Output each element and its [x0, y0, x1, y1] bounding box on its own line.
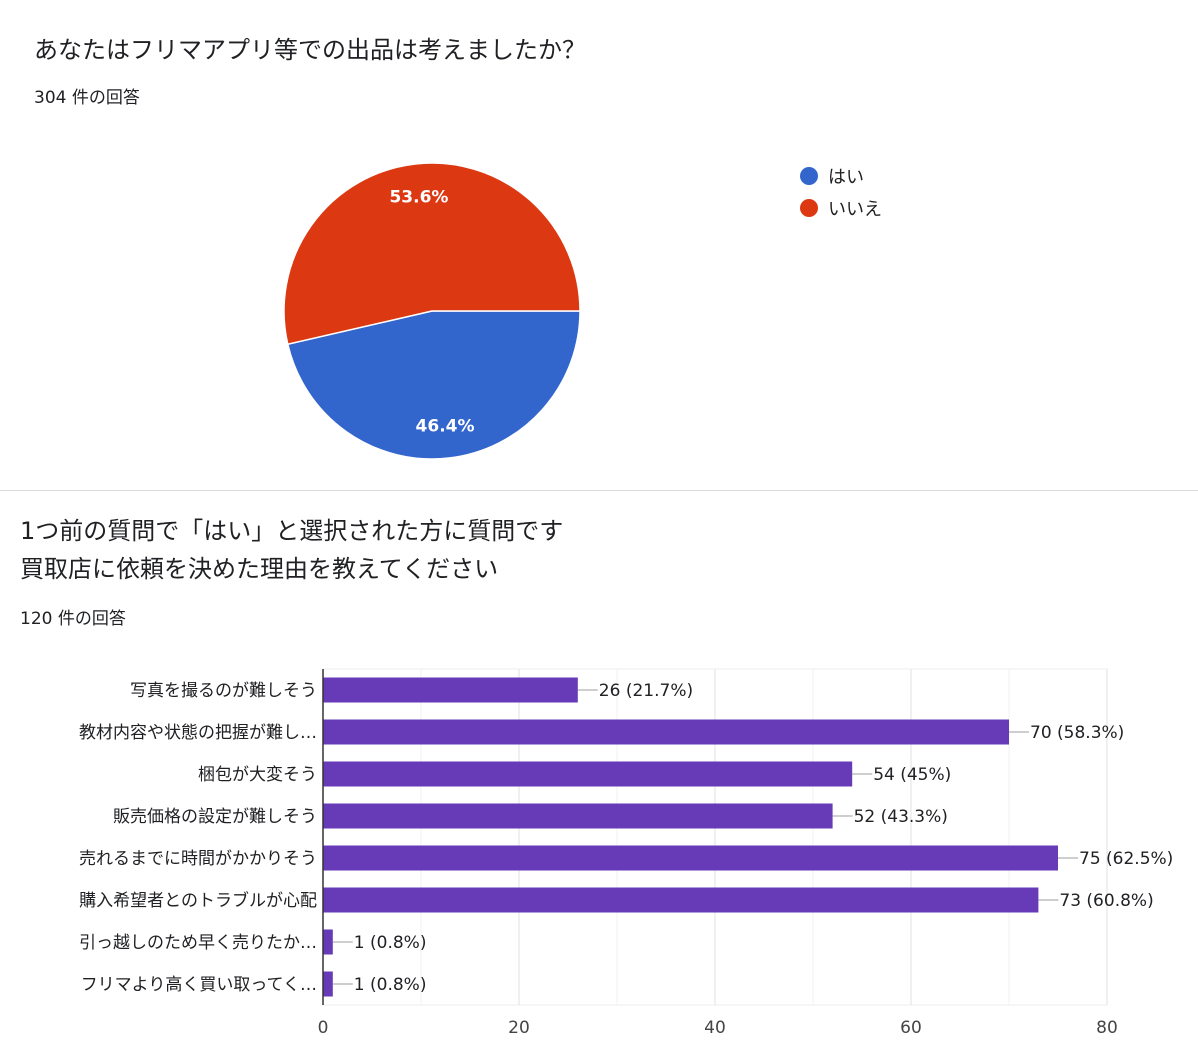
y-category-label: 売れるまでに時間がかかりそう [79, 849, 317, 869]
legend-item-no[interactable]: いいえ [800, 192, 882, 224]
data-label: 75 (62.5%) [1079, 849, 1173, 869]
y-category-label: 購入希望者とのトラブルが心配 [79, 890, 317, 911]
question2-response-count: 120 件の回答 [20, 609, 126, 629]
x-tick-label: 20 [508, 1018, 530, 1038]
bar[interactable] [323, 887, 1039, 913]
section-divider [0, 490, 1198, 491]
y-category-label: 梱包が大変そう [198, 765, 317, 785]
legend-label-yes: はい [828, 167, 864, 188]
data-label: 1 (0.8%) [354, 975, 427, 995]
bar[interactable] [323, 971, 333, 997]
legend-label-no: いいえ [828, 199, 882, 220]
pie-legend: はい いいえ [800, 160, 882, 224]
data-label: 73 (60.8%) [1059, 891, 1153, 911]
data-label: 52 (43.3%) [854, 807, 948, 827]
x-tick-label: 80 [1096, 1018, 1118, 1038]
bar[interactable] [323, 845, 1058, 871]
plot-area [322, 668, 1108, 1006]
bar[interactable] [323, 719, 1009, 745]
legend-item-yes[interactable]: はい [800, 160, 882, 192]
question1-response-count: 304 件の回答 [34, 88, 140, 108]
bar[interactable] [323, 761, 853, 787]
bar[interactable] [323, 929, 333, 955]
y-category-label: 販売価格の設定が難しそう [113, 807, 317, 827]
legend-swatch-yes [800, 167, 818, 185]
pie-chart: 46.4% 53.6% [283, 162, 581, 460]
x-tick-label: 60 [900, 1018, 922, 1038]
question2-title-line2: 買取店に依頼を決めた理由を教えてください [20, 555, 499, 583]
y-category-label: フリマより高く買い取ってく… [81, 975, 317, 995]
pie-slice-label-no: 53.6% [389, 187, 448, 207]
x-tick-label: 0 [318, 1018, 329, 1038]
question2-title-line1: 1つ前の質問で「はい」と選択された方に質問です [20, 517, 564, 545]
data-label: 70 (58.3%) [1030, 723, 1124, 743]
pie-slice-no[interactable] [283, 162, 581, 346]
x-tick-label: 40 [704, 1018, 726, 1038]
bar[interactable] [323, 803, 833, 829]
question1-title: あなたはフリマアプリ等での出品は考えましたか？ [34, 36, 586, 64]
y-category-label: 引っ越しのため早く売りたか… [79, 933, 317, 953]
bar[interactable] [323, 677, 578, 703]
pie-slice-label-yes: 46.4% [416, 417, 475, 437]
y-category-label: 教材内容や状態の把握が難し… [79, 723, 317, 743]
y-category-label: 写真を撮るのが難しそう [130, 681, 317, 701]
question2-title: 1つ前の質問で「はい」と選択された方に質問です 買取店に依頼を決めた理由を教えて… [20, 512, 563, 588]
data-label: 26 (21.7%) [599, 681, 693, 701]
data-label: 1 (0.8%) [354, 933, 427, 953]
data-label: 54 (45%) [873, 765, 951, 785]
pie-slice-yes[interactable] [286, 310, 581, 460]
legend-swatch-no [800, 199, 818, 217]
